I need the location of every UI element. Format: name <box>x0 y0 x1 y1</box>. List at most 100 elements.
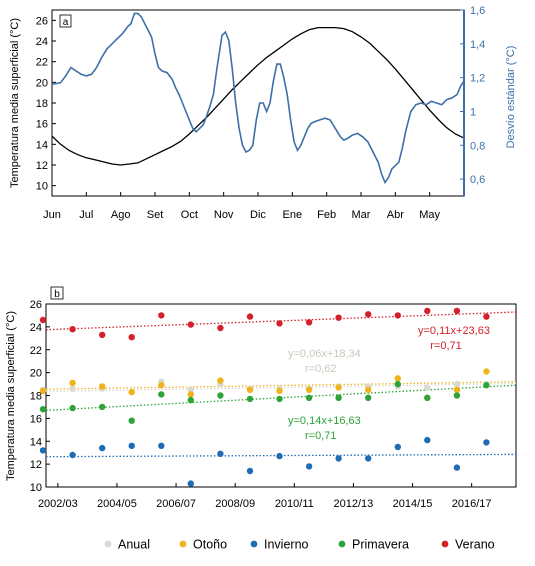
point-primavera <box>453 392 461 399</box>
panel-a-x-ticks: Jun Jul Ago Set Oct Nov Dic Ene Feb Mar Abr May <box>43 192 441 221</box>
month-label: Set <box>147 209 164 221</box>
point-primavera <box>99 403 106 411</box>
panel-a-y2-ticks: 0,6 0,8 1 1,2 1,4 1,6 <box>460 5 485 186</box>
point-invierno <box>69 451 76 459</box>
legend-item-otono: Otoño <box>179 538 227 552</box>
point-otono <box>158 382 165 389</box>
panel-a-letter: a <box>63 17 69 28</box>
y2-tick-label: 0,8 <box>470 140 485 152</box>
point-anual <box>69 385 76 392</box>
annotation-anual: y=0,06x+18,34 r=0,62 <box>288 348 361 375</box>
panel-b: b 10 12 14 16 18 20 22 24 26 2002/03 2004/05 2006/… <box>5 286 517 510</box>
point-otono <box>128 388 135 396</box>
panel-b-x-ticks: 2002/03 2004/05 2006/07 2008/09 2010/11 2012/… <box>38 483 492 510</box>
y2-tick-label: 1,6 <box>470 5 485 17</box>
panel-b-points <box>39 307 490 487</box>
y-tick-label: 18 <box>36 98 48 110</box>
point-verano <box>69 326 76 333</box>
y-tick-label: 26 <box>36 15 48 27</box>
month-label: Ene <box>283 209 303 221</box>
legend-marker <box>104 540 112 548</box>
point-invierno <box>305 463 313 470</box>
annotation-verano: y=0,11x+23,63 r=0,71 <box>418 325 490 352</box>
legend: Anual Otoño Invierno Primavera Verano <box>104 538 495 552</box>
point-verano <box>365 311 372 318</box>
season-tick-label: 2010/11 <box>275 498 314 510</box>
point-primavera <box>158 391 165 398</box>
y-tick-label: 16 <box>36 119 48 131</box>
point-verano <box>246 313 254 320</box>
legend-item-invierno: Invierno <box>250 538 309 552</box>
point-primavera <box>424 394 431 401</box>
temperature-line <box>51 26 465 166</box>
point-otono <box>483 368 490 375</box>
month-label: May <box>419 209 440 221</box>
point-otono <box>99 383 106 390</box>
annotation-primavera: y=0,14x+16,63 r=0,71 <box>288 415 361 442</box>
point-otono <box>276 387 283 395</box>
point-anual <box>424 384 431 391</box>
legend-marker <box>179 540 187 548</box>
month-label: Abr <box>387 209 404 221</box>
point-invierno <box>335 455 342 462</box>
month-label: Jun <box>43 209 61 221</box>
annotation-verano-r: r=0,71 <box>430 340 462 352</box>
y-tick-label: 24 <box>30 322 42 334</box>
point-otono <box>246 386 254 393</box>
panel-a: a 10 12 14 16 18 20 22 24 26 0,6 0,8 1 1,2 1,4 1,6 Ju… <box>9 5 517 221</box>
point-otono <box>453 386 461 393</box>
season-tick-label: 2002/03 <box>38 498 78 510</box>
point-primavera <box>246 395 254 403</box>
y-tick-label: 20 <box>30 368 42 380</box>
point-invierno <box>424 436 431 444</box>
point-otono <box>335 384 342 391</box>
point-invierno <box>394 443 401 451</box>
legend-label: Invierno <box>264 538 309 552</box>
point-anual <box>187 386 194 393</box>
season-tick-label: 2004/05 <box>97 498 137 510</box>
point-otono <box>187 391 194 398</box>
y-tick-label: 18 <box>30 391 42 403</box>
panel-a-ylabel: Temperatura media superficial (°C) <box>9 18 21 188</box>
season-tick-label: 2014/15 <box>393 498 433 510</box>
point-otono <box>39 387 47 395</box>
y-tick-label: 14 <box>36 139 48 151</box>
point-invierno <box>99 444 106 452</box>
annotation-primavera-r: r=0,71 <box>305 430 337 442</box>
legend-item-anual: Anual <box>104 538 150 552</box>
point-primavera <box>128 417 135 424</box>
season-tick-label: 2012/13 <box>334 498 374 510</box>
y-tick-label: 24 <box>36 36 48 48</box>
point-invierno <box>483 439 490 446</box>
point-primavera <box>217 392 224 399</box>
point-verano <box>394 312 401 319</box>
point-verano <box>128 334 135 341</box>
legend-label: Verano <box>455 538 495 552</box>
y-tick-label: 20 <box>36 77 48 89</box>
season-tick-label: 2006/07 <box>156 498 196 510</box>
panel-a-badge <box>59 14 72 28</box>
annotation-anual-r: r=0,62 <box>305 363 337 375</box>
point-otono <box>217 377 224 384</box>
y-tick-label: 16 <box>30 413 42 425</box>
y-tick-label: 22 <box>30 345 42 357</box>
y-tick-label: 12 <box>30 459 42 471</box>
point-verano <box>187 321 194 328</box>
point-verano <box>217 324 224 332</box>
point-verano <box>483 313 490 320</box>
point-primavera <box>69 404 76 412</box>
y2-tick-label: 1 <box>470 106 476 118</box>
point-verano <box>424 307 431 315</box>
panel-b-y-ticks: 10 12 14 16 18 20 22 24 26 <box>30 299 50 494</box>
legend-label: Otoño <box>193 538 227 552</box>
point-invierno <box>276 452 283 460</box>
y-tick-label: 14 <box>30 436 42 448</box>
point-invierno <box>217 450 224 457</box>
annotation-verano-equation: y=0,11x+23,63 <box>418 325 490 337</box>
point-primavera <box>365 394 372 401</box>
month-label: Feb <box>317 209 336 221</box>
month-label: Jul <box>79 209 93 221</box>
point-verano <box>158 312 165 319</box>
panel-b-letter: b <box>54 289 60 300</box>
